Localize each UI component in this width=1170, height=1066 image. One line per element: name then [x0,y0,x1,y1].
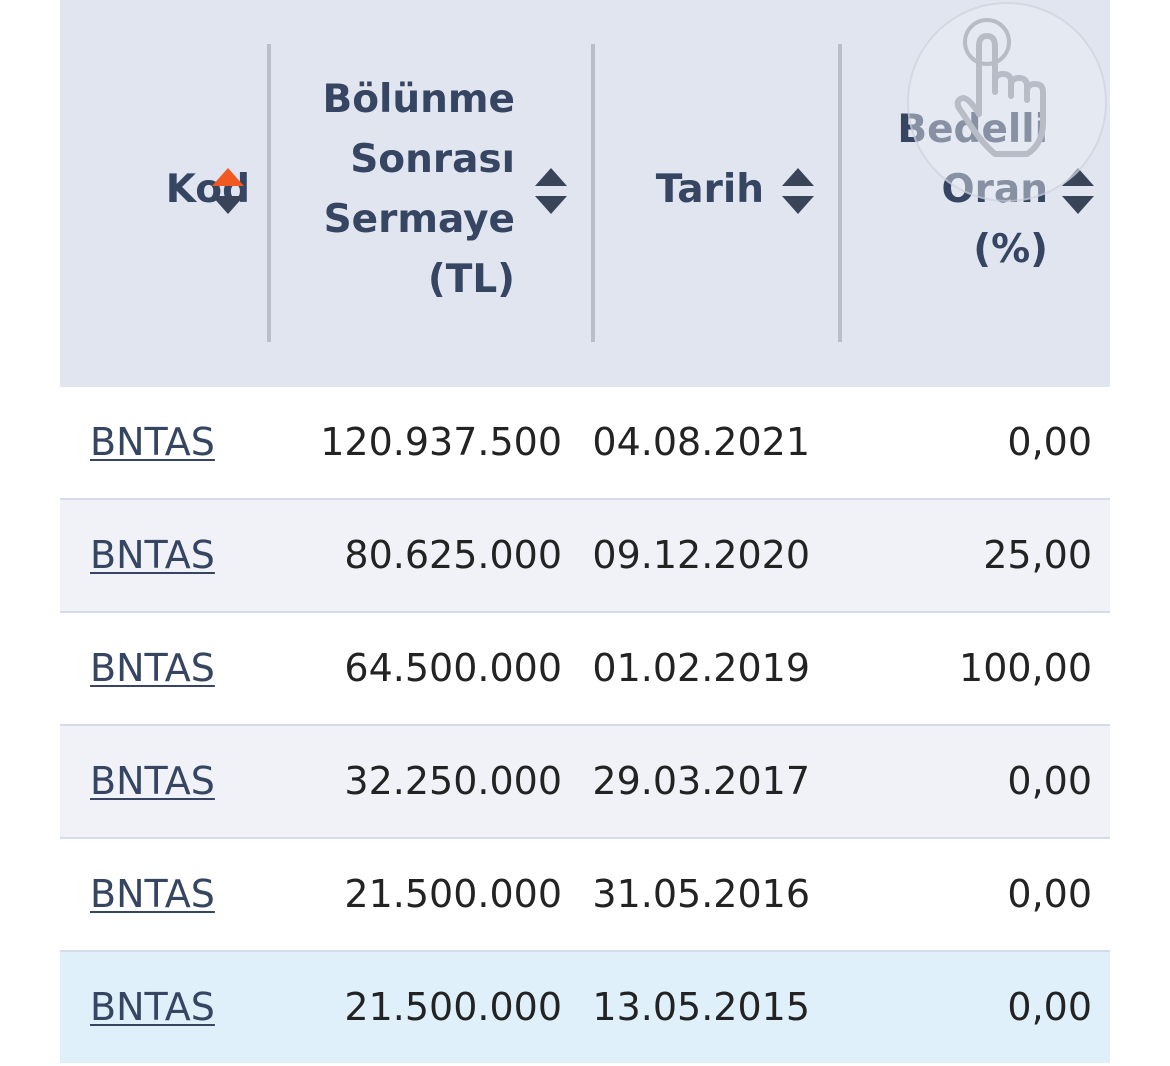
capital-value: 32.250.000 [344,759,562,803]
rate-value: 0,00 [1007,872,1092,916]
date-value: 13.05.2015 [592,985,810,1029]
rate-value: 0,00 [1007,759,1092,803]
header-sermaye-line-2: Sonrası [350,137,515,182]
sort-icon[interactable] [533,166,569,218]
header-sermaye-label: Bölünme Sonrası Sermaye (TL) [322,70,515,310]
tap-hand-icon [907,2,1107,202]
header-divider [591,44,595,342]
sort-asc-active-icon[interactable] [210,166,246,218]
header-sermaye-line-4: (TL) [427,257,515,302]
header-kod[interactable]: Kod [60,0,270,387]
table-body: BNTAS 120.937.500 04.08.2021 0,00 BNTAS … [60,387,1110,1063]
date-value: 29.03.2017 [592,759,810,803]
capital-value: 21.500.000 [344,985,562,1029]
stock-code-link[interactable]: BNTAS [90,872,215,916]
capital-value: 120.937.500 [320,420,562,464]
sort-icon[interactable] [780,166,816,218]
table-row-highlighted: BNTAS 21.500.000 13.05.2015 0,00 [60,952,1110,1063]
stock-code-link[interactable]: BNTAS [90,420,215,464]
rate-value: 100,00 [959,646,1092,690]
header-sermaye-line-1: Bölünme [322,77,515,122]
stock-code-link[interactable]: BNTAS [90,533,215,577]
header-tarih[interactable]: Tarih [595,0,839,387]
table-row: BNTAS 120.937.500 04.08.2021 0,00 [60,387,1110,500]
stock-code-link[interactable]: BNTAS [90,759,215,803]
rate-value: 0,00 [1007,420,1092,464]
stock-code-link[interactable]: BNTAS [90,985,215,1029]
capital-value: 21.500.000 [344,872,562,916]
date-value: 04.08.2021 [592,420,810,464]
date-value: 09.12.2020 [592,533,810,577]
header-sermaye[interactable]: Bölünme Sonrası Sermaye (TL) [271,0,592,387]
table-row: BNTAS 32.250.000 29.03.2017 0,00 [60,726,1110,839]
header-tarih-label: Tarih [655,167,764,212]
table-row: BNTAS 64.500.000 01.02.2019 100,00 [60,613,1110,726]
header-oran-line-3: (%) [973,227,1048,272]
header-divider [838,44,842,342]
date-value: 31.05.2016 [592,872,810,916]
table-row: BNTAS 80.625.000 09.12.2020 25,00 [60,500,1110,613]
header-sermaye-line-3: Sermaye [323,197,515,242]
rate-value: 25,00 [983,533,1092,577]
sort-icon[interactable] [1060,166,1096,218]
stock-code-link[interactable]: BNTAS [90,646,215,690]
date-value: 01.02.2019 [592,646,810,690]
table-row: BNTAS 21.500.000 31.05.2016 0,00 [60,839,1110,952]
capital-value: 64.500.000 [344,646,562,690]
header-divider [267,44,271,342]
capital-value: 80.625.000 [344,533,562,577]
rate-value: 0,00 [1007,985,1092,1029]
